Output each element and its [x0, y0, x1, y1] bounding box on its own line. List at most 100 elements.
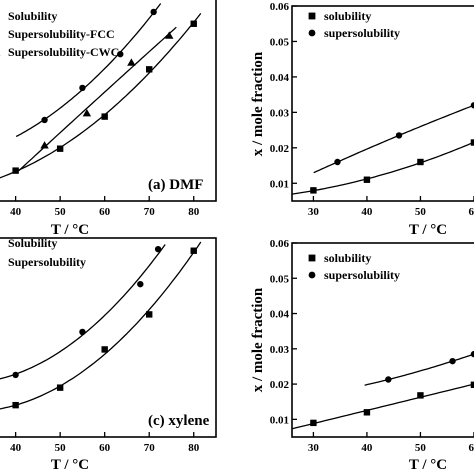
data-point — [334, 158, 341, 166]
data-point — [56, 384, 64, 391]
legend-label: supersolubility — [324, 26, 400, 40]
y-axis-label: x / mole fraction — [250, 287, 266, 392]
series-curve-1 — [0, 241, 202, 410]
data-point — [41, 116, 48, 124]
y-tick-label: 0.03 — [270, 107, 290, 119]
x-tick-label: 40 — [10, 442, 22, 454]
plot-frame — [291, 5, 474, 202]
data-point — [190, 20, 197, 27]
data-point — [12, 371, 19, 379]
legend: solubility supersolubility — [308, 251, 400, 282]
data-point — [417, 158, 424, 166]
y-tick-label: 0.06 — [270, 238, 290, 250]
data-point — [146, 311, 153, 318]
data-point — [137, 280, 144, 288]
series-curve-1 — [292, 383, 474, 430]
data-point — [79, 84, 86, 92]
x-axis-label: T / °C — [409, 457, 447, 473]
legend: Solubility Supersolubility-FCC Supersolubi… — [0, 9, 119, 59]
plot-frame — [291, 242, 474, 438]
data-point — [310, 187, 317, 194]
plot-frame — [0, 0, 217, 202]
x-tick-label: 40 — [361, 206, 373, 218]
data-point — [363, 176, 371, 183]
data-point — [449, 357, 456, 365]
y-tick-label: 0.04 — [270, 309, 290, 321]
legend: solubility supersolubility — [308, 9, 400, 40]
x-tick-label: 50 — [415, 442, 427, 454]
legend-label: Solubility — [8, 9, 57, 23]
x-tick-label: 30 — [308, 206, 320, 218]
series-curve-2 — [364, 353, 474, 386]
legend: Solubility Supersolubility — [8, 236, 86, 269]
legend-label: Supersolubility-FCC — [8, 27, 115, 41]
data-point — [470, 102, 474, 109]
x-tick-label: 50 — [55, 206, 67, 218]
legend-label: Supersolubility — [8, 255, 86, 269]
x-axis-label: T / °C — [409, 222, 447, 238]
data-point — [146, 66, 153, 73]
legend-label: Supersolubility-CWC — [8, 45, 119, 59]
data-point — [417, 392, 424, 399]
data-point — [470, 350, 474, 358]
legend-label: Solubility — [8, 236, 57, 250]
data-point — [470, 381, 474, 388]
series-curve-2 — [15, 3, 162, 138]
plot-area — [292, 102, 474, 195]
data-point — [310, 419, 317, 427]
x-tick-label: 80 — [188, 206, 200, 218]
plot-area — [0, 3, 202, 179]
y-tick-label: 0.01 — [270, 178, 289, 190]
data-point — [395, 132, 403, 139]
plot-frame — [0, 237, 217, 438]
x-tick-label: 50 — [415, 206, 427, 218]
x-tick-label: 60 — [468, 442, 474, 454]
data-point — [12, 167, 19, 174]
x-tick-label: 40 — [10, 206, 22, 218]
data-point — [79, 328, 86, 336]
x-tick-label: 80 — [188, 442, 200, 454]
legend-marker — [308, 271, 316, 279]
x-tick-label: 60 — [99, 206, 111, 218]
chart-panel-2: 30 40 50 60 0.01 0.02 0.03 0.04 0.05 0.06 T / °C x … — [250, 1, 474, 238]
data-point — [385, 376, 392, 383]
x-tick-label: 70 — [144, 206, 156, 218]
y-tick-label: 0.03 — [270, 344, 290, 356]
data-point — [363, 409, 371, 416]
legend-label: solubility — [324, 251, 371, 265]
panel-label: (a) DMF — [148, 177, 203, 193]
x-tick-label: 30 — [308, 442, 320, 454]
chart-panel-3: 40 50 60 70 80 T / °C (c) xylene Solubility Supe… — [0, 236, 217, 473]
y-tick-label: 0.05 — [270, 36, 290, 48]
data-point — [150, 8, 157, 16]
x-tick-label: 70 — [144, 442, 156, 454]
y-axis-label: x / mole fraction — [250, 51, 266, 156]
legend-label: supersolubility — [324, 268, 400, 282]
panel-label: (c) xylene — [148, 413, 210, 429]
data-point — [101, 346, 108, 353]
data-point — [40, 141, 49, 149]
legend-marker — [308, 12, 316, 20]
data-point — [165, 31, 174, 39]
y-tick-label: 0.01 — [270, 414, 289, 426]
chart-panel-1: 40 50 60 70 80 T / °C (a) DMF Solubility Superso… — [0, 0, 217, 238]
data-point — [101, 113, 108, 120]
x-tick-label: 60 — [99, 442, 111, 454]
chart-panel-4: 30 40 50 60 0.01 0.02 0.03 0.04 0.05 0.06 T / °C x … — [250, 238, 474, 473]
x-tick-label: 50 — [55, 442, 67, 454]
x-axis-label: T / °C — [51, 457, 89, 473]
data-point — [127, 58, 136, 66]
data-point — [154, 245, 162, 253]
data-point — [56, 145, 64, 152]
x-tick-label: 60 — [468, 206, 474, 218]
legend-label: solubility — [324, 9, 371, 23]
legend-marker — [308, 29, 316, 37]
data-point — [12, 401, 19, 409]
y-tick-label: 0.02 — [270, 143, 290, 155]
y-tick-label: 0.06 — [270, 1, 290, 13]
data-point — [82, 109, 92, 117]
y-tick-label: 0.04 — [270, 72, 290, 84]
x-tick-label: 40 — [361, 442, 373, 454]
series-curve-1 — [292, 141, 474, 195]
